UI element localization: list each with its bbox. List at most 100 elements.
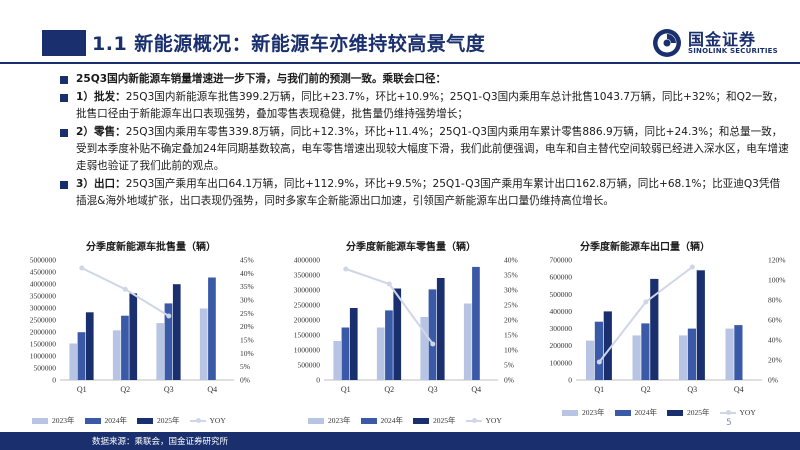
legend-swatch-2025 — [413, 417, 429, 424]
y-tick-label: 3500000 — [30, 292, 57, 301]
bullet-lead: 3）出口： — [76, 178, 126, 190]
y-tick-label: 4500000 — [30, 268, 57, 277]
bar-2023年-Q3 — [679, 335, 688, 380]
legend-label-yoy: YOY — [739, 408, 756, 417]
yoy-point — [596, 359, 602, 365]
bar-2024年-Q1 — [341, 327, 350, 380]
bar-2025年-Q2 — [393, 288, 402, 380]
y2-tick-label: 0% — [240, 376, 250, 385]
bullet-text: 3）出口：25Q3国产乘用车出口64.1万辆，同比+112.9%，环比+9.5%… — [76, 176, 790, 210]
y2-tick-label: 35% — [240, 282, 254, 291]
bar-2024年-Q1 — [594, 321, 603, 380]
bar-2023年-Q1 — [69, 343, 78, 380]
bar-2025年-Q3 — [696, 270, 705, 380]
x-tick-label: Q2 — [641, 385, 651, 394]
bullet-list: 25Q3国内新能源车销量增速进一步下滑，与我们前的预测一致。乘联会口径： 1）批… — [60, 71, 790, 211]
bar-2023年-Q2 — [376, 327, 385, 380]
page-title: 1.1 新能源概况：新能源车亦维持较高景气度 — [92, 33, 486, 55]
y2-tick-label: 100% — [768, 276, 786, 285]
title-accent-block — [42, 30, 86, 56]
bullet-item: 2）零售：25Q3国内乘用车零售339.8万辆，同比+12.3%，环比+11.4… — [60, 124, 790, 175]
chart-retail: 0 500000 1000000 1500000 2000000 2500000 30000… — [294, 256, 518, 395]
bullet-body: 25Q3国产乘用车出口64.1万辆，同比+112.9%，环比+9.5%；25Q1… — [76, 178, 781, 207]
y2-tick-label: 15% — [240, 336, 254, 345]
x-tick-label: Q1 — [77, 385, 87, 394]
bar-2024年-Q4 — [734, 325, 743, 380]
y2-tick-label: 10% — [504, 346, 518, 355]
y-tick-label: 5000000 — [30, 256, 57, 265]
y-tick-label: 0 — [316, 376, 320, 385]
y-tick-label: 0 — [568, 376, 572, 385]
legend-swatch-2025 — [667, 409, 683, 416]
y-tick-label: 1000000 — [30, 352, 57, 361]
legend-swatch-2025 — [137, 417, 153, 424]
x-tick-label: Q3 — [687, 385, 697, 394]
y-tick-label: 3500000 — [294, 271, 321, 280]
bar-2024年-Q4 — [472, 266, 480, 380]
logo-text-en: SINOLINK SECURITIES — [688, 47, 778, 55]
bar-2023年-Q2 — [632, 335, 641, 380]
y2-tick-label: 60% — [768, 316, 782, 325]
yoy-point — [689, 264, 695, 270]
header-divider — [0, 62, 800, 64]
bullet-item: 25Q3国内新能源车销量增速进一步下滑，与我们前的预测一致。乘联会口径： — [60, 71, 790, 88]
x-tick-label: Q2 — [384, 385, 394, 394]
page-number: 5 — [726, 418, 732, 428]
y-tick-label: 2500000 — [294, 301, 321, 310]
legend-swatch-2024 — [614, 409, 631, 416]
y2-tick-label: 0% — [504, 376, 514, 385]
legend-swatch-2024 — [84, 417, 101, 424]
bar-2024年-Q4 — [208, 277, 216, 380]
legend-label-2025: 2025年 — [687, 408, 710, 417]
yoy-point — [79, 265, 85, 271]
yoy-point — [343, 266, 349, 272]
x-tick-label: Q4 — [207, 385, 217, 394]
x-tick-label: Q3 — [428, 385, 438, 394]
y-tick-label: 4000000 — [30, 280, 57, 289]
y-tick-label: 2000000 — [30, 328, 57, 337]
legend-swatch-2023 — [308, 417, 324, 424]
bar-2025年-Q2 — [129, 293, 138, 380]
bar-2023年-Q2 — [112, 330, 121, 380]
y2-tick-label: 30% — [240, 296, 254, 305]
bar-2024年-Q2 — [641, 323, 650, 380]
x-tick-label: Q4 — [734, 385, 744, 394]
bullet-lead: 1）批发： — [76, 91, 126, 103]
bullet-body: 25Q3国内新能源车批售399.2万辆，同比+23.7%，环比+10.9%；25… — [76, 91, 784, 120]
bar-2025年-Q3 — [172, 284, 181, 380]
legend-label-yoy: YOY — [209, 416, 226, 425]
y2-tick-label: 25% — [504, 301, 518, 310]
legend-label-2023: 2023年 — [328, 416, 351, 425]
y-tick-label: 500000 — [550, 290, 573, 299]
bullet-text: 2）零售：25Q3国内乘用车零售339.8万辆，同比+12.3%，环比+11.4… — [76, 124, 790, 175]
y-tick-label: 0 — [52, 376, 56, 385]
bar-2025年-Q3 — [436, 278, 445, 380]
y-tick-label: 200000 — [550, 341, 573, 350]
bar-2024年-Q2 — [385, 310, 393, 380]
chart-title-retail: 分季度新能源车零售量（辆） — [346, 242, 476, 253]
legend-swatch-2023 — [562, 409, 578, 416]
company-logo: 国金证券 SINOLINK SECURITIES — [652, 24, 792, 64]
chart-export: 0 100000 200000 300000 400000 500000 600000 700… — [550, 256, 786, 395]
y-tick-label: 3000000 — [30, 304, 57, 313]
legend-label-2024: 2024年 — [634, 408, 658, 417]
legend-label-2024: 2024年 — [380, 416, 404, 425]
y-tick-label: 100000 — [550, 358, 573, 367]
yoy-point — [643, 299, 649, 305]
legend-label-2025: 2025年 — [157, 416, 180, 425]
bar-2024年-Q3 — [164, 303, 173, 380]
y-tick-label: 4000000 — [294, 256, 321, 265]
legend-swatch-yoy — [189, 417, 206, 423]
bullet-square-icon — [60, 180, 68, 189]
y2-tick-label: 5% — [504, 361, 514, 370]
x-tick-label: Q1 — [594, 385, 604, 394]
bar-2025年-Q2 — [650, 278, 659, 380]
bar-2024年-Q3 — [687, 328, 696, 380]
y2-tick-label: 40% — [768, 336, 782, 345]
bullet-square-icon — [60, 128, 68, 137]
footer-source: 数据来源：乘联会，国金证券研究所 — [92, 437, 229, 447]
y2-tick-label: 20% — [240, 322, 254, 331]
footer-bar — [0, 432, 800, 450]
bar-2023年-Q3 — [420, 317, 429, 380]
bar-2023年-Q1 — [586, 340, 595, 380]
